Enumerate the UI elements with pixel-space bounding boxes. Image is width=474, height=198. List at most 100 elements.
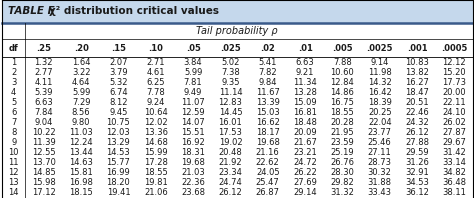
Text: 21.67: 21.67 xyxy=(293,138,317,147)
Text: 12.03: 12.03 xyxy=(107,128,130,137)
Text: 18.17: 18.17 xyxy=(256,128,280,137)
Text: 15.98: 15.98 xyxy=(32,178,55,188)
Text: 15.03: 15.03 xyxy=(256,108,280,117)
Text: 5.32: 5.32 xyxy=(109,78,128,87)
Text: 9.35: 9.35 xyxy=(221,78,240,87)
Text: 9.04: 9.04 xyxy=(35,118,53,127)
Text: 23.59: 23.59 xyxy=(330,138,354,147)
Text: .025: .025 xyxy=(220,44,241,53)
Text: 24.74: 24.74 xyxy=(219,178,242,188)
Text: 7.38: 7.38 xyxy=(221,68,240,77)
Bar xyxy=(2,87,473,97)
Text: 6.74: 6.74 xyxy=(109,88,128,97)
Text: 11.39: 11.39 xyxy=(32,138,55,147)
Text: 27.11: 27.11 xyxy=(368,148,392,157)
Text: 12.12: 12.12 xyxy=(443,58,466,67)
Text: 9.24: 9.24 xyxy=(146,98,165,107)
Text: 11.03: 11.03 xyxy=(69,128,93,137)
Text: 27.69: 27.69 xyxy=(293,178,317,188)
Text: 9.21: 9.21 xyxy=(296,68,314,77)
Text: 9.49: 9.49 xyxy=(184,88,202,97)
Text: 4.61: 4.61 xyxy=(146,68,165,77)
Text: 23.68: 23.68 xyxy=(181,188,205,197)
Text: 17.28: 17.28 xyxy=(144,158,168,167)
Bar xyxy=(2,67,473,77)
Text: 36.12: 36.12 xyxy=(405,188,429,197)
Text: .001: .001 xyxy=(407,44,428,53)
Text: 13.70: 13.70 xyxy=(32,158,56,167)
Text: 18.20: 18.20 xyxy=(107,178,130,188)
Text: 26.22: 26.22 xyxy=(293,168,317,177)
Text: 33.43: 33.43 xyxy=(368,188,392,197)
Text: TABLE F: TABLE F xyxy=(8,6,55,16)
Text: 14: 14 xyxy=(9,188,19,197)
Text: .02: .02 xyxy=(260,44,275,53)
Text: 5.99: 5.99 xyxy=(72,88,91,97)
Text: 23.77: 23.77 xyxy=(368,128,392,137)
Text: 2: 2 xyxy=(11,68,17,77)
Bar xyxy=(2,57,473,67)
Text: 12.59: 12.59 xyxy=(181,108,205,117)
Text: 19.02: 19.02 xyxy=(219,138,242,147)
Text: 5: 5 xyxy=(11,98,17,107)
Text: 12.02: 12.02 xyxy=(144,118,168,127)
Text: 20.00: 20.00 xyxy=(443,88,466,97)
Text: 13.36: 13.36 xyxy=(144,128,168,137)
Text: 21.03: 21.03 xyxy=(181,168,205,177)
Text: 26.87: 26.87 xyxy=(256,188,280,197)
Text: 18.39: 18.39 xyxy=(368,98,392,107)
Text: 6.25: 6.25 xyxy=(146,78,165,87)
Text: 11.34: 11.34 xyxy=(293,78,317,87)
Text: 13.44: 13.44 xyxy=(69,148,93,157)
Text: 4: 4 xyxy=(11,88,17,97)
Text: 29.82: 29.82 xyxy=(330,178,354,188)
Text: 16.01: 16.01 xyxy=(219,118,242,127)
Text: 31.26: 31.26 xyxy=(405,158,429,167)
Text: 20.51: 20.51 xyxy=(405,98,429,107)
Text: 4.64: 4.64 xyxy=(72,78,91,87)
Text: χ² distribution critical values: χ² distribution critical values xyxy=(49,6,219,16)
Text: 5.99: 5.99 xyxy=(184,68,202,77)
Text: 22.36: 22.36 xyxy=(181,178,205,188)
Text: 34.53: 34.53 xyxy=(405,178,429,188)
Text: 21.16: 21.16 xyxy=(256,148,280,157)
Text: 24.10: 24.10 xyxy=(443,108,466,117)
Text: 2.77: 2.77 xyxy=(35,68,53,77)
Text: 4.11: 4.11 xyxy=(35,78,53,87)
Text: 29.67: 29.67 xyxy=(442,138,466,147)
Text: 14.07: 14.07 xyxy=(181,118,205,127)
Text: .15: .15 xyxy=(111,44,126,53)
Text: 31.42: 31.42 xyxy=(443,148,466,157)
Text: 14.63: 14.63 xyxy=(69,158,93,167)
Text: 28.30: 28.30 xyxy=(330,168,355,177)
Text: 18.47: 18.47 xyxy=(405,88,429,97)
Text: 16.75: 16.75 xyxy=(330,98,355,107)
Text: 9: 9 xyxy=(11,138,17,147)
Text: 24.32: 24.32 xyxy=(405,118,429,127)
Text: 13: 13 xyxy=(9,178,19,188)
Text: 12.55: 12.55 xyxy=(32,148,55,157)
Text: 15.77: 15.77 xyxy=(107,158,130,167)
Text: 15.20: 15.20 xyxy=(443,68,466,77)
Text: 13.28: 13.28 xyxy=(293,88,317,97)
Text: 21.95: 21.95 xyxy=(330,128,354,137)
Text: 27.88: 27.88 xyxy=(405,138,429,147)
Text: 9.84: 9.84 xyxy=(258,78,277,87)
Text: 17.12: 17.12 xyxy=(32,188,55,197)
Text: 15.81: 15.81 xyxy=(69,168,93,177)
Text: .10: .10 xyxy=(148,44,163,53)
Text: 2.71: 2.71 xyxy=(146,58,165,67)
Text: 16.98: 16.98 xyxy=(69,178,93,188)
Text: 20.48: 20.48 xyxy=(219,148,242,157)
Text: 29.14: 29.14 xyxy=(293,188,317,197)
Text: 11.98: 11.98 xyxy=(368,68,392,77)
Text: 17.73: 17.73 xyxy=(442,78,466,87)
Text: 33.14: 33.14 xyxy=(442,158,466,167)
Text: 31.32: 31.32 xyxy=(330,188,355,197)
Text: .0005: .0005 xyxy=(441,44,467,53)
Text: 10: 10 xyxy=(9,148,19,157)
Text: 16.62: 16.62 xyxy=(256,118,280,127)
Text: 21.06: 21.06 xyxy=(144,188,168,197)
Text: 18.55: 18.55 xyxy=(144,168,168,177)
Text: 14.53: 14.53 xyxy=(107,148,130,157)
